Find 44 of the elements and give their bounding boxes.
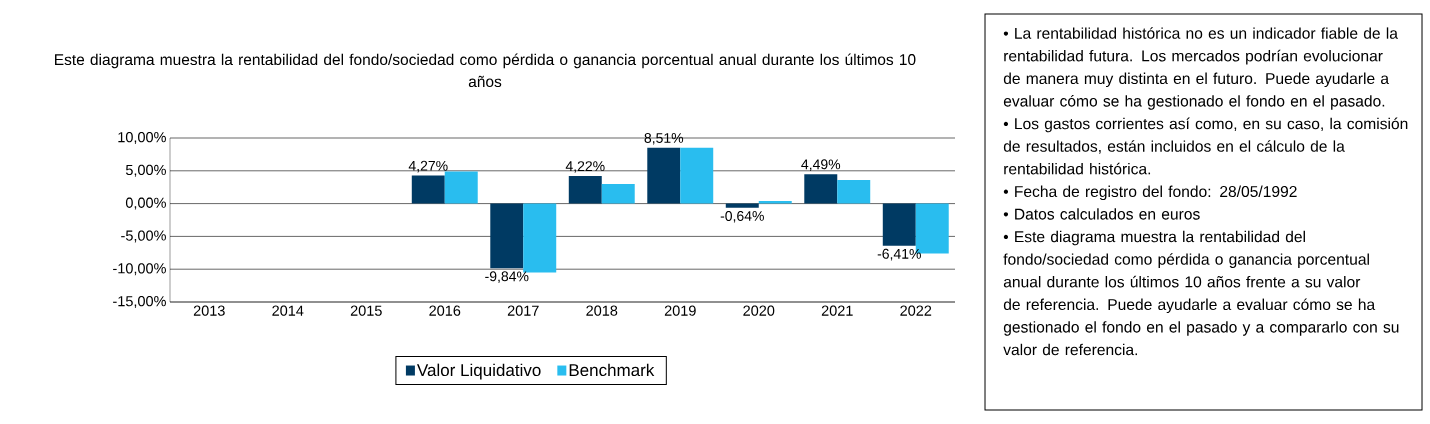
data-label: -0,64% (720, 210, 764, 223)
bar (523, 203, 557, 273)
y-tick-label: -15,00% (113, 296, 166, 308)
bar (882, 203, 916, 246)
x-tick-label: 2016 (429, 305, 461, 316)
data-label: 4,22% (565, 161, 605, 173)
bar (444, 171, 478, 204)
x-tick-label: 2021 (821, 305, 853, 316)
bar (411, 175, 445, 204)
bar (601, 183, 635, 204)
bar (804, 174, 838, 204)
text: • Datos calculados en euros (1003, 208, 1200, 220)
x-tick-label: 2015 (350, 305, 382, 316)
x-tick-label: 2013 (193, 305, 225, 316)
text: • La rentabilidad histórica no es un indicador fiable de la rentabilidad futura. Los mercados podrían evolucionar de manera muy distinta en el futuro. Puede ayudarle a evaluar cómo se ha gestionado el fondo en el pasado. (1003, 27, 1398, 110)
x-tick-label: 2020 (743, 305, 775, 316)
data-label: 4,49% (801, 159, 841, 171)
data-label: -6,41% (877, 248, 921, 261)
y-tick-label: -5,00% (121, 230, 166, 243)
y-tick-label: 10,00% (118, 132, 166, 144)
x-tick-label: 2017 (507, 305, 539, 316)
bar (490, 203, 524, 269)
bar (758, 200, 792, 204)
bar (568, 175, 602, 204)
bar (647, 147, 681, 204)
legend-label: Valor Liquidativo (416, 363, 541, 380)
y-tick-label: -10,00% (113, 263, 166, 276)
text: • Fecha de registro del fondo: 28/05/1992 (1003, 185, 1297, 201)
x-tick-label: 2018 (586, 305, 618, 316)
x-tick-label: 2014 (272, 305, 304, 316)
y-tick-label: 0,00% (125, 197, 166, 210)
y-tick-label: 5,00% (125, 164, 166, 177)
x-tick-label: 2019 (664, 305, 696, 316)
data-label: 4,27% (408, 160, 448, 173)
text: • Este diagrama muestra la rentabilidad del fondo/sociedad como pérdida o ganancia porcentual anual durante los últimos 10 años frente a su valor de referencia. Puede ayudarle a evaluar cómo se ha gestionado el fondo en el pasado y a compararlo con su valor de referencia. (1003, 230, 1399, 356)
legend-label: Benchmark (569, 363, 655, 377)
bar (837, 179, 871, 204)
x-tick-label: 2022 (900, 305, 932, 316)
chart-title: Este diagrama muestra la rentabilidad del fondo/sociedad como pérdida o ganancia porcentual anual durante los últimos 10 años (55, 53, 916, 88)
data-label: -9,84% (485, 271, 529, 283)
text: • Los gastos corrientes así como, en su caso, la comisión de resultados, están incluidos en el cálculo de la rentabilidad histórica. (1003, 117, 1408, 175)
bar (680, 147, 714, 204)
bar (725, 203, 759, 208)
data-label: 8,51% (644, 133, 684, 145)
